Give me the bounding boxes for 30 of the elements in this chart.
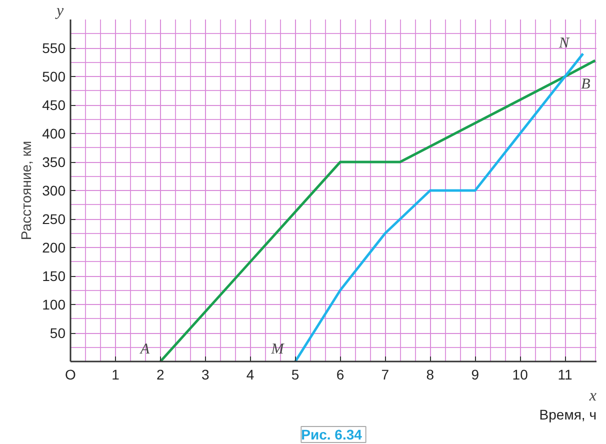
text: Рис. 6.34 bbox=[301, 426, 362, 442]
y-tick-label: 350 bbox=[42, 154, 66, 170]
y-tick-label: 450 bbox=[42, 97, 66, 113]
x-tick-label: 5 bbox=[291, 366, 300, 382]
y-tick-label: 200 bbox=[42, 240, 66, 256]
x-tick-label: 7 bbox=[381, 366, 390, 382]
x-tick-label: 2 bbox=[156, 366, 165, 382]
x-tick-label: 11 bbox=[558, 366, 573, 382]
x-tick-label: 6 bbox=[336, 366, 344, 382]
y-tick-label: 250 bbox=[42, 211, 66, 227]
y-tick-label: 500 bbox=[42, 68, 66, 84]
x-axis-title: Время, ч bbox=[539, 406, 597, 422]
x-tick-label: 10 bbox=[512, 366, 528, 382]
y-tick-label: 550 bbox=[42, 40, 66, 56]
x-tick-label: 3 bbox=[201, 366, 210, 382]
y-tick-label: 300 bbox=[42, 182, 66, 198]
x-tick-label: 9 bbox=[471, 366, 480, 382]
x-tick-label: O bbox=[65, 366, 76, 382]
line-series bbox=[159, 59, 596, 362]
y-tick-label: 400 bbox=[42, 126, 66, 142]
text: x bbox=[588, 388, 597, 404]
annotation: B bbox=[581, 76, 590, 93]
x-tick-label: 8 bbox=[426, 366, 434, 382]
text: y bbox=[54, 2, 64, 20]
y-axis-title: Расстояние, км bbox=[18, 140, 34, 240]
y-tick-label: 50 bbox=[50, 325, 66, 341]
y-tick-label: 100 bbox=[42, 296, 66, 312]
y-tick-label: 150 bbox=[42, 268, 66, 284]
x-tick-label: 4 bbox=[246, 366, 254, 382]
x-tick-label: 1 bbox=[112, 366, 120, 382]
